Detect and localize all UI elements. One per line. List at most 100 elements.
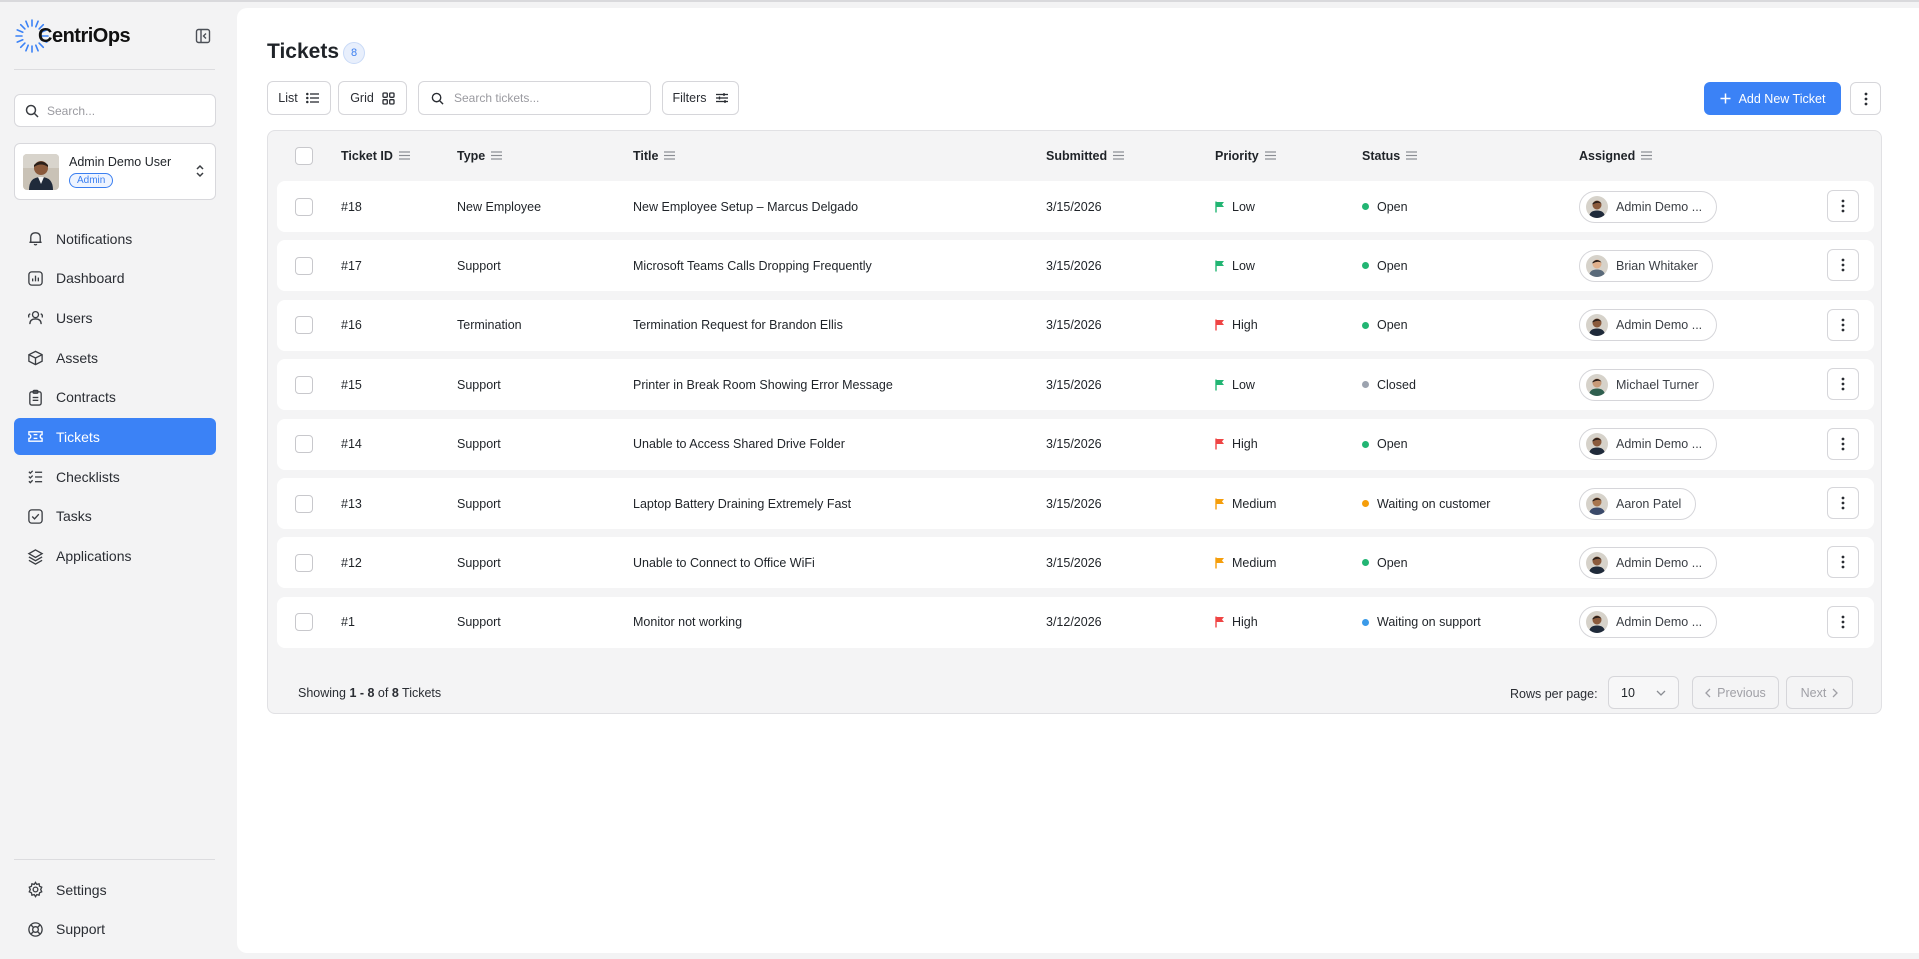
status-dot-icon	[1362, 500, 1369, 507]
sidebar-divider	[14, 69, 215, 70]
flag-icon	[1215, 557, 1225, 569]
user-switcher[interactable]: Admin Demo User Admin	[14, 143, 216, 200]
search-icon	[431, 92, 444, 105]
sidebar-item-settings[interactable]: Settings	[14, 871, 216, 908]
row-checkbox[interactable]	[295, 494, 313, 513]
page-more-button[interactable]	[1850, 82, 1881, 115]
table-row[interactable]: #1 Support Monitor not working 3/12/2026 Hig…	[277, 596, 1874, 648]
sidebar-item-label: Applications	[56, 548, 132, 564]
assignee-avatar	[1586, 551, 1608, 574]
sidebar-item-checklists[interactable]: Checklists	[14, 458, 216, 495]
rows-per-page-select[interactable]: 10	[1608, 676, 1679, 709]
column-header-type[interactable]: Type	[457, 149, 503, 163]
sidebar-item-tickets[interactable]: Tickets	[14, 418, 216, 456]
row-actions-button[interactable]	[1827, 249, 1859, 282]
assignee-chip[interactable]: Michael Turner	[1579, 368, 1714, 401]
row-actions-button[interactable]	[1827, 605, 1859, 638]
sidebar-item-notifications[interactable]: Notifications	[14, 220, 216, 257]
status-label: Closed	[1377, 377, 1416, 392]
sidebar-item-contracts[interactable]: Contracts	[14, 379, 216, 416]
table-row[interactable]: #15 Support Printer in Break Room Showing …	[277, 359, 1874, 411]
ticket-priority: Medium	[1215, 478, 1276, 529]
ticket-id[interactable]: #17	[341, 258, 362, 273]
ticket-id[interactable]: #1	[341, 615, 355, 630]
sidebar-item-dashboard[interactable]: Dashboard	[14, 260, 216, 297]
ticket-title[interactable]: Unable to Connect to Office WiFi	[633, 555, 815, 570]
assignee-chip[interactable]: Aaron Patel	[1579, 487, 1697, 520]
ticket-title[interactable]: New Employee Setup – Marcus Delgado	[633, 199, 859, 214]
add-new-ticket-button[interactable]: Add New Ticket	[1704, 82, 1841, 115]
row-actions-button[interactable]	[1827, 308, 1859, 341]
ticket-title[interactable]: Monitor not working	[633, 615, 743, 630]
ticket-title[interactable]: Laptop Battery Draining Extremely Fast	[633, 496, 852, 511]
row-checkbox[interactable]	[295, 375, 313, 394]
row-actions-button[interactable]	[1827, 427, 1859, 460]
row-checkbox[interactable]	[295, 197, 313, 216]
grid-view-button[interactable]: Grid	[338, 81, 407, 115]
priority-label: High	[1232, 437, 1258, 452]
previous-page-button[interactable]: Previous	[1692, 676, 1779, 709]
ticket-type: Support	[457, 615, 501, 630]
assignee-chip[interactable]: Admin Demo ...	[1579, 546, 1718, 579]
column-header-submitted[interactable]: Submitted	[1046, 149, 1125, 163]
ticket-priority: High	[1215, 597, 1258, 648]
column-header-assigned[interactable]: Assigned	[1579, 149, 1653, 163]
row-checkbox[interactable]	[295, 316, 313, 335]
table-row[interactable]: #12 Support Unable to Connect to Office Wi…	[277, 537, 1874, 589]
ticket-id[interactable]: #13	[341, 496, 362, 511]
sidebar-item-support[interactable]: Support	[14, 911, 216, 948]
sidebar-item-users[interactable]: Users	[14, 299, 216, 336]
sidebar-search-input[interactable]	[47, 103, 197, 118]
ticket-type: Termination	[457, 318, 522, 333]
table-row[interactable]: #13 Support Laptop Battery Draining Extrem…	[277, 478, 1874, 529]
column-header-ticket-id[interactable]: Ticket ID	[341, 149, 410, 163]
row-actions-button[interactable]	[1827, 546, 1859, 579]
ticket-id[interactable]: #18	[341, 199, 362, 214]
row-actions-button[interactable]	[1827, 190, 1859, 222]
assignee-chip[interactable]: Admin Demo ...	[1579, 606, 1718, 639]
ticket-id[interactable]: #12	[341, 555, 362, 570]
ticket-status: Open	[1362, 240, 1408, 291]
sidebar-item-applications[interactable]: Applications	[14, 538, 216, 575]
assignee-chip[interactable]: Admin Demo ...	[1579, 309, 1718, 342]
column-header-priority[interactable]: Priority	[1215, 149, 1276, 163]
sidebar-search[interactable]	[14, 94, 216, 127]
list-view-button[interactable]: List	[267, 81, 331, 115]
select-all-checkbox[interactable]	[295, 147, 313, 165]
row-checkbox[interactable]	[295, 553, 313, 572]
collapse-sidebar-button[interactable]	[192, 25, 214, 47]
row-checkbox[interactable]	[295, 435, 313, 454]
table-row[interactable]: #14 Support Unable to Access Shared Drive …	[277, 418, 1874, 470]
assignee-chip[interactable]: Admin Demo ...	[1579, 190, 1718, 223]
row-actions-button[interactable]	[1827, 368, 1859, 401]
column-header-status[interactable]: Status	[1362, 149, 1418, 163]
ticket-search-input[interactable]	[454, 91, 634, 105]
ticket-search[interactable]	[418, 81, 651, 115]
rows-per-page-label: Rows per page:	[1510, 687, 1598, 701]
app-logo[interactable]: CentriOps	[14, 15, 214, 57]
ticket-submitted: 3/15/2026	[1046, 496, 1102, 511]
ticket-id[interactable]: #14	[341, 437, 362, 452]
sidebar-item-assets[interactable]: Assets	[14, 339, 216, 376]
ticket-title[interactable]: Termination Request for Brandon Ellis	[633, 318, 843, 333]
grid-icon	[382, 91, 395, 105]
ticket-title[interactable]: Microsoft Teams Calls Dropping Frequentl…	[633, 258, 872, 273]
ticket-priority: Low	[1215, 359, 1255, 410]
table-row[interactable]: #18 New Employee New Employee Setup – Marc…	[277, 181, 1874, 232]
column-header-title[interactable]: Title	[633, 149, 676, 163]
row-checkbox[interactable]	[295, 256, 313, 275]
ticket-title[interactable]: Unable to Access Shared Drive Folder	[633, 437, 845, 452]
ticket-id[interactable]: #16	[341, 318, 362, 333]
filters-button[interactable]: Filters	[662, 81, 739, 115]
row-checkbox[interactable]	[295, 613, 313, 632]
ticket-id[interactable]: #15	[341, 377, 362, 392]
assignee-avatar	[1586, 314, 1608, 337]
ticket-title[interactable]: Printer in Break Room Showing Error Mess…	[633, 377, 893, 392]
next-page-button[interactable]: Next	[1786, 676, 1853, 709]
assignee-chip[interactable]: Brian Whitaker	[1579, 249, 1713, 282]
assignee-chip[interactable]: Admin Demo ...	[1579, 428, 1718, 461]
row-actions-button[interactable]	[1827, 487, 1859, 519]
table-row[interactable]: #17 Support Microsoft Teams Calls Dropping…	[277, 240, 1874, 292]
table-row[interactable]: #16 Termination Termination Request for Br…	[277, 299, 1874, 351]
sidebar-item-tasks[interactable]: Tasks	[14, 498, 216, 535]
